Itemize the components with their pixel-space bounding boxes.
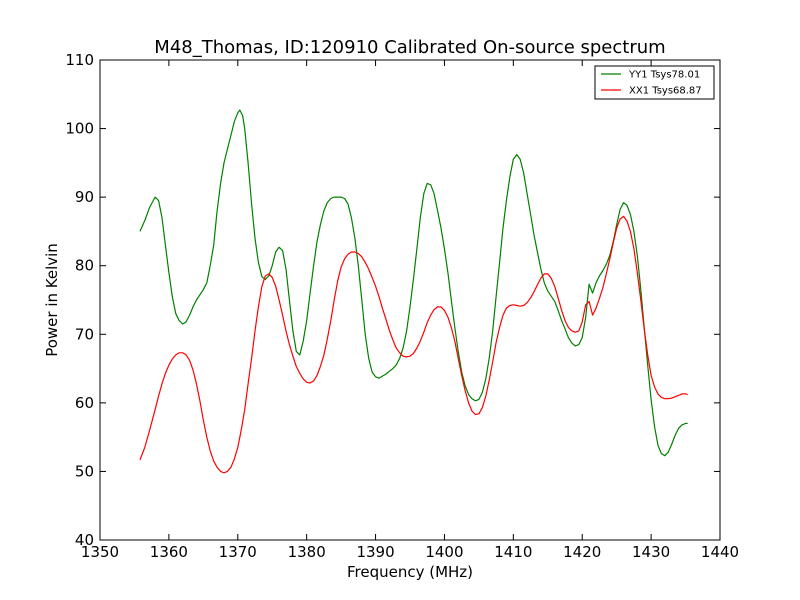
y-tick-label: 40 [75, 531, 94, 549]
legend-box [594, 65, 715, 100]
plot-frame [99, 59, 721, 541]
chart-title: M48_Thomas, ID:120910 Calibrated On-sour… [154, 37, 665, 58]
x-tick-label: 1370 [219, 543, 257, 561]
x-tick-label: 1420 [563, 543, 601, 561]
series-layer [139, 109, 688, 474]
series-line-xx1 [139, 215, 688, 474]
x-tick-label: 1390 [356, 543, 394, 561]
y-tick-label: 70 [75, 325, 94, 343]
y-tick-label: 60 [75, 394, 94, 412]
x-tick-label: 1360 [150, 543, 188, 561]
y-tick-label: 100 [65, 120, 94, 138]
legend-label-yy1: YY1 Tsys78.01 [628, 70, 700, 81]
x-tick-label: 1440 [701, 543, 739, 561]
x-tick-label: 1380 [288, 543, 326, 561]
ticks-layer: 1350 1360 1370 1380 1390 1400 1410 1420 1430 1440… [65, 51, 739, 561]
x-tick-label: 1430 [632, 543, 670, 561]
y-axis-label: Power in Kelvin [43, 243, 61, 357]
x-tick-label: 1410 [494, 543, 532, 561]
x-tick-label: 1400 [425, 543, 463, 561]
legend-label-xx1: XX1 Tsys68.87 [629, 86, 702, 97]
y-tick-label: 50 [75, 462, 94, 480]
y-tick-label: 80 [75, 257, 94, 275]
y-tick-label: 90 [75, 188, 94, 206]
x-tick-label: 1350 [81, 543, 119, 561]
legend: YY1 Tsys78.01 XX1 Tsys68.87 [594, 65, 715, 100]
series-line-yy1 [139, 109, 688, 457]
x-axis-label: Frequency (MHz) [347, 563, 473, 581]
y-tick-label: 110 [65, 51, 94, 69]
plot-area: 1350 1360 1370 1380 1390 1400 1410 1420 1430 1440… [65, 51, 739, 561]
